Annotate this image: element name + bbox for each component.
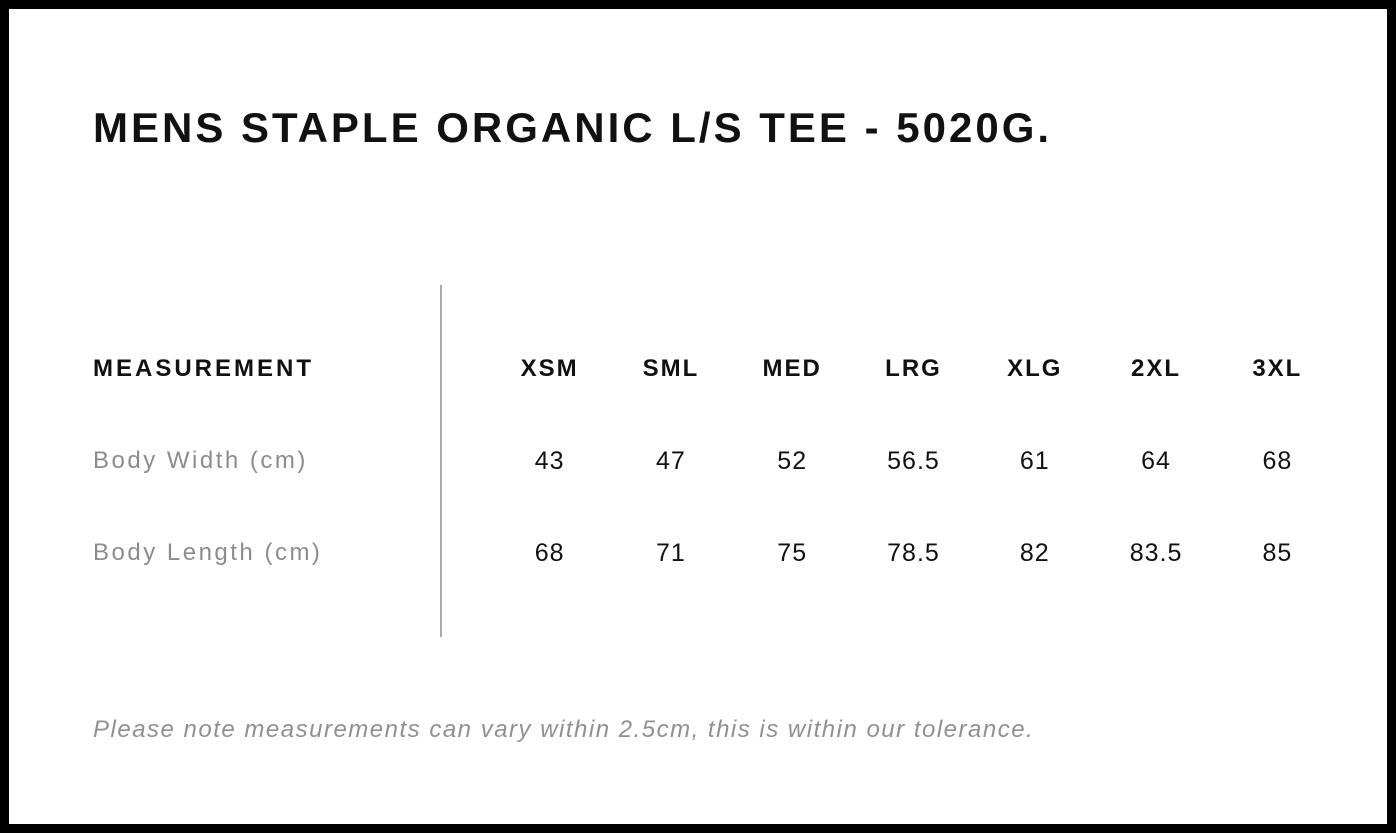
page-title: MENS STAPLE ORGANIC L/S TEE - 5020G.: [93, 104, 1053, 151]
size-chart-table: MEASUREMENT XSM SML MED LRG XLG 2XL 3XL …: [93, 345, 1338, 577]
size-column-header-xlg: XLG: [1007, 355, 1063, 382]
body-length-value-2xl: 83.5: [1129, 538, 1183, 567]
body-width-value-xlg: 61: [1019, 446, 1050, 475]
body-width-value-lrg: 56.5: [887, 446, 940, 475]
body-length-value-lrg: 78.5: [887, 538, 940, 567]
size-column-header-sml: SML: [642, 355, 700, 382]
body-width-value-xsm: 43: [534, 446, 565, 475]
tolerance-note: Please note measurements can vary within…: [93, 716, 1035, 743]
body-length-value-xsm: 68: [534, 538, 565, 567]
body-width-value-sml: 47: [656, 446, 686, 475]
body-length-value-sml: 71: [656, 538, 686, 567]
column-divider-line: [440, 285, 442, 637]
measurement-column-header: MEASUREMENT: [93, 355, 315, 382]
row-label-body-width: Body Width (cm): [93, 447, 308, 474]
body-length-value-med: 75: [777, 538, 808, 567]
body-length-value-3xl: 85: [1262, 538, 1293, 567]
size-column-header-lrg: LRG: [885, 355, 942, 382]
size-column-header-xsm: XSM: [520, 355, 579, 382]
body-width-value-3xl: 68: [1262, 446, 1293, 475]
body-width-value-med: 52: [777, 446, 808, 475]
body-length-value-xlg: 82: [1019, 538, 1050, 567]
size-column-header-med: MED: [762, 355, 822, 382]
size-column-header-3xl: 3XL: [1252, 355, 1303, 382]
body-width-value-2xl: 64: [1141, 446, 1171, 475]
size-column-header-2xl: 2XL: [1131, 355, 1182, 382]
row-label-body-length: Body Length (cm): [93, 539, 323, 566]
